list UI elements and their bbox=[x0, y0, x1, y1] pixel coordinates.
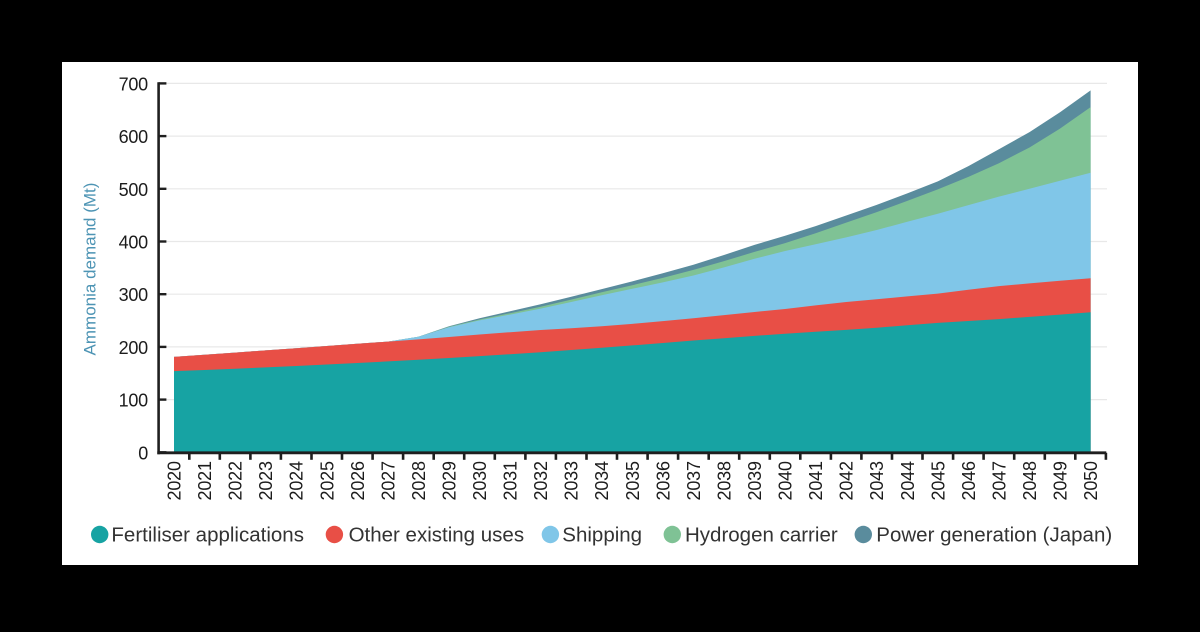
svg-text:500: 500 bbox=[119, 180, 149, 200]
svg-text:2040: 2040 bbox=[776, 461, 796, 500]
svg-text:Shipping: Shipping bbox=[562, 524, 642, 547]
svg-text:2030: 2030 bbox=[470, 461, 490, 500]
svg-text:300: 300 bbox=[119, 285, 149, 305]
svg-text:2032: 2032 bbox=[531, 461, 551, 500]
svg-text:Hydrogen carrier: Hydrogen carrier bbox=[685, 524, 838, 547]
svg-text:2039: 2039 bbox=[745, 461, 765, 500]
svg-text:2042: 2042 bbox=[837, 461, 857, 500]
svg-text:Ammonia demand (Mt): Ammonia demand (Mt) bbox=[81, 183, 100, 356]
svg-text:2043: 2043 bbox=[867, 461, 887, 500]
svg-text:2045: 2045 bbox=[928, 461, 948, 500]
svg-text:700: 700 bbox=[119, 74, 149, 94]
svg-text:2044: 2044 bbox=[898, 461, 918, 500]
svg-text:2048: 2048 bbox=[1020, 461, 1040, 500]
svg-text:2022: 2022 bbox=[226, 461, 246, 500]
svg-text:2025: 2025 bbox=[317, 461, 337, 500]
svg-text:0: 0 bbox=[138, 443, 148, 463]
svg-text:2020: 2020 bbox=[165, 461, 185, 500]
svg-text:2038: 2038 bbox=[715, 461, 735, 500]
svg-text:2029: 2029 bbox=[440, 461, 460, 500]
svg-text:2049: 2049 bbox=[1051, 461, 1071, 500]
svg-text:2024: 2024 bbox=[287, 461, 307, 500]
svg-text:200: 200 bbox=[119, 338, 149, 358]
svg-text:2050: 2050 bbox=[1081, 461, 1101, 500]
svg-text:2046: 2046 bbox=[959, 461, 979, 500]
svg-text:2037: 2037 bbox=[684, 461, 704, 500]
svg-text:100: 100 bbox=[119, 391, 149, 411]
svg-text:2047: 2047 bbox=[989, 461, 1009, 500]
svg-text:2028: 2028 bbox=[409, 461, 429, 500]
svg-text:Power generation (Japan): Power generation (Japan) bbox=[876, 524, 1112, 547]
svg-text:2033: 2033 bbox=[562, 461, 582, 500]
svg-text:2026: 2026 bbox=[348, 461, 368, 500]
svg-text:2031: 2031 bbox=[501, 461, 521, 500]
svg-text:2035: 2035 bbox=[623, 461, 643, 500]
svg-text:2023: 2023 bbox=[256, 461, 276, 500]
svg-text:400: 400 bbox=[119, 233, 149, 253]
svg-text:Fertiliser applications: Fertiliser applications bbox=[111, 524, 304, 547]
svg-text:Other existing uses: Other existing uses bbox=[349, 524, 524, 547]
svg-text:600: 600 bbox=[119, 127, 149, 147]
svg-text:2021: 2021 bbox=[195, 461, 215, 500]
svg-text:2034: 2034 bbox=[592, 461, 612, 500]
svg-text:2041: 2041 bbox=[806, 461, 826, 500]
svg-text:2027: 2027 bbox=[378, 461, 398, 500]
svg-text:2036: 2036 bbox=[653, 461, 673, 500]
